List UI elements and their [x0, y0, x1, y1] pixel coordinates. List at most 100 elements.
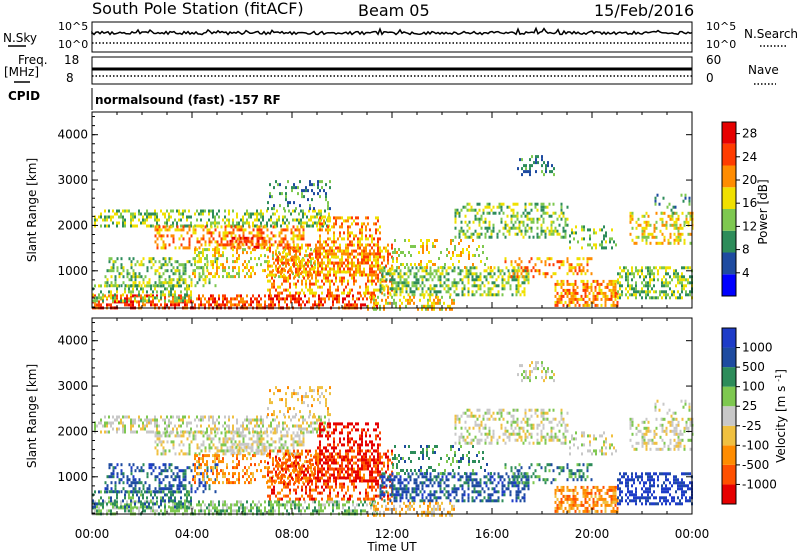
velocity-cell	[130, 496, 132, 500]
nsky-label: N.Sky	[3, 31, 37, 45]
velocity-cell	[124, 430, 126, 434]
velocity-cell	[138, 469, 141, 473]
velocity-cell	[232, 415, 234, 419]
power-cell	[363, 246, 365, 250]
power-cell	[164, 287, 166, 291]
power-cell	[318, 209, 320, 213]
power-cell	[683, 266, 685, 270]
power-cell	[234, 234, 237, 238]
power-cell	[311, 189, 313, 193]
power-cell	[412, 245, 414, 248]
power-cell	[294, 218, 296, 222]
power-cell	[554, 303, 557, 307]
power-cell	[232, 209, 234, 213]
power-cell	[461, 269, 464, 273]
power-cell	[564, 229, 567, 233]
power-cell	[241, 236, 244, 240]
velocity-cell	[120, 505, 122, 509]
power-cell	[665, 266, 667, 270]
power-cell	[134, 272, 137, 276]
power-cell	[212, 215, 214, 219]
velocity-cell	[180, 505, 182, 509]
power-cell	[667, 238, 670, 242]
power-cell	[445, 269, 448, 273]
power-cell	[347, 249, 349, 253]
power-cell	[498, 205, 501, 209]
power-cell	[673, 226, 676, 230]
power-cell	[614, 294, 617, 298]
power-cell	[418, 251, 420, 254]
power-cell	[130, 215, 132, 219]
power-cell	[426, 266, 428, 269]
power-cell	[170, 215, 172, 219]
power-cell	[471, 278, 474, 282]
power-cell	[335, 246, 337, 250]
power-cell	[677, 238, 680, 242]
velocity-cell	[158, 466, 161, 470]
power-cell	[242, 234, 245, 238]
power-cell	[120, 272, 123, 276]
power-cell	[218, 209, 220, 213]
velocity-cell	[190, 421, 192, 425]
velocity-cell	[154, 421, 156, 425]
power-cell	[160, 237, 163, 241]
power-cell	[144, 284, 146, 288]
velocity-cell	[140, 466, 143, 470]
power-cell	[577, 240, 579, 244]
power-cell	[544, 229, 547, 233]
power-cell	[174, 299, 176, 303]
power-cell	[178, 281, 181, 285]
power-cell	[144, 218, 146, 222]
power-cell	[214, 215, 216, 219]
power-cell	[523, 170, 525, 174]
velocity-cell	[114, 506, 116, 510]
power-cell	[484, 217, 487, 221]
power-cell	[142, 296, 144, 300]
power-cell	[229, 239, 232, 243]
power-cell	[560, 202, 563, 206]
power-cell	[413, 275, 416, 279]
power-cell	[689, 275, 691, 279]
velocity-cell	[96, 502, 98, 506]
power-cell	[524, 208, 527, 212]
power-cell	[471, 272, 474, 276]
power-cell	[375, 228, 377, 232]
velocity-cell	[172, 503, 174, 507]
power-cell	[571, 231, 573, 235]
power-cell	[164, 257, 167, 261]
power-cell	[556, 303, 559, 307]
power-cell	[517, 281, 520, 285]
power-cell	[309, 288, 311, 292]
power-cell	[321, 216, 323, 220]
power-cell	[258, 294, 260, 298]
power-cell	[277, 267, 279, 271]
velocity-cell	[164, 463, 167, 467]
velocity-cell	[360, 509, 362, 513]
power-cell	[470, 205, 473, 209]
power-cell	[184, 293, 186, 297]
power-cell	[369, 267, 371, 271]
power-cell	[409, 290, 412, 294]
power-cell	[238, 300, 240, 304]
power-cell	[489, 275, 492, 279]
velocity-cell	[300, 509, 302, 513]
power-cell	[333, 252, 335, 256]
power-cell	[98, 293, 100, 297]
power-cell	[589, 237, 591, 241]
velocity-cell	[158, 472, 161, 476]
power-cell	[319, 189, 321, 193]
power-cell	[264, 294, 266, 298]
power-cell	[391, 281, 394, 285]
velocity-cell	[200, 509, 202, 513]
power-cell	[677, 235, 680, 239]
power-cell	[669, 217, 672, 221]
power-cell	[485, 269, 488, 273]
power-cell	[373, 249, 375, 253]
power-cell	[323, 261, 325, 265]
power-cell	[277, 183, 279, 187]
power-cell	[258, 303, 260, 307]
power-cell	[405, 284, 408, 288]
power-cell	[236, 215, 238, 219]
power-cell	[182, 281, 185, 285]
power-cell	[361, 222, 363, 226]
